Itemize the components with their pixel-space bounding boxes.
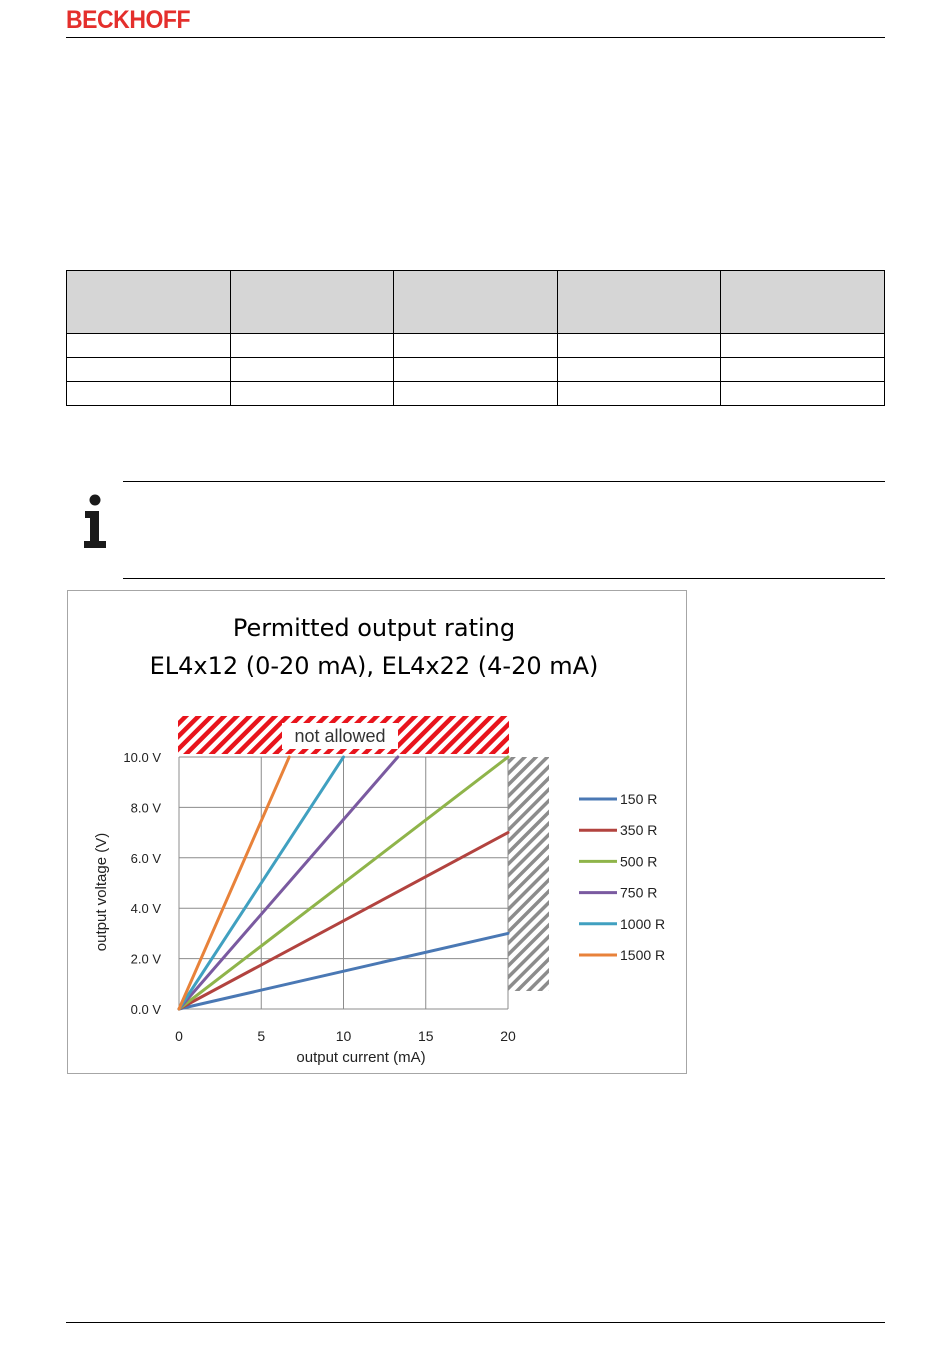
x-tick-label: 15 [418, 1028, 434, 1044]
not-allowed-label-bg [282, 723, 398, 749]
table-cell [393, 381, 558, 406]
y-tick-label: 10.0 V [123, 750, 161, 765]
y-tick-label: 4.0 V [131, 901, 162, 916]
table-cell [720, 333, 885, 358]
table-cell [556, 381, 722, 406]
chart: Permitted output rating EL4x12 (0-20 mA)… [67, 590, 687, 1074]
table-cell [720, 357, 885, 382]
series-line [177, 755, 400, 1011]
not-allowed-zone-right [508, 757, 549, 991]
chart-title-line-1: Permitted output rating [233, 614, 515, 642]
series-line [177, 755, 510, 1011]
table-row [66, 381, 885, 406]
table-cell [393, 333, 558, 358]
chart-legend: 150 R 350 R 500 R 750 R 1000 R 1500 R [579, 791, 665, 963]
series-line [177, 831, 510, 1011]
table-cell [66, 333, 231, 358]
table-cell [556, 357, 722, 382]
note-top-rule [123, 481, 885, 482]
not-allowed-label: not allowed [294, 726, 385, 746]
x-tick-label: 5 [257, 1028, 265, 1044]
legend-entry: 1000 R [620, 916, 665, 932]
gridlines [178, 756, 509, 1010]
x-axis-label: output current (mA) [296, 1049, 425, 1066]
legend-entry: 500 R [620, 853, 657, 869]
chart-title-line-2: EL4x12 (0-20 mA), EL4x22 (4-20 mA) [150, 652, 599, 680]
x-tick-label: 0 [175, 1028, 183, 1044]
table-header-cell [66, 270, 231, 334]
chart-frame [67, 590, 687, 1074]
table-cell [229, 333, 395, 358]
note-bottom-rule [123, 578, 885, 579]
beckhoff-logo: BECKHOFF [66, 6, 191, 34]
y-tick-label: 0.0 V [131, 1002, 162, 1017]
table-cell [229, 357, 395, 382]
tick-labels: 0 5 10 15 20 0.0 V 2.0 V 4.0 V 6.0 V 8.0 V 10.0 V [123, 750, 516, 1044]
table-header-cell [556, 270, 722, 334]
series-line [177, 755, 345, 1011]
table-header-row [66, 270, 885, 334]
table-header-cell [393, 270, 558, 334]
table-cell [66, 381, 231, 406]
table-cell [66, 357, 231, 382]
table-cell [556, 333, 722, 358]
spec-table [66, 270, 885, 406]
table-header-cell [720, 270, 885, 334]
y-tick-label: 8.0 V [131, 800, 162, 815]
legend-entry: 350 R [620, 822, 657, 838]
table-row [66, 333, 885, 358]
x-tick-label: 10 [336, 1028, 352, 1044]
header-rule [66, 37, 885, 38]
table-row [66, 357, 885, 382]
legend-entry: 750 R [620, 885, 657, 901]
series-line [177, 755, 291, 1011]
table-cell [393, 357, 558, 382]
y-tick-label: 2.0 V [131, 952, 162, 967]
x-tick-label: 20 [500, 1028, 516, 1044]
series-line [177, 931, 510, 1011]
legend-entry: 1500 R [620, 947, 665, 963]
footer-rule [66, 1322, 885, 1323]
info-icon [84, 494, 106, 548]
output-rating-figure: Permitted output rating EL4x12 (0-20 mA)… [67, 590, 687, 1074]
legend-entry: 150 R [620, 791, 657, 807]
table-header-cell [229, 270, 395, 334]
y-axis-label: output voltage (V) [93, 833, 110, 951]
series-lines [177, 755, 510, 1011]
table-cell [229, 381, 395, 406]
table-cell [720, 381, 885, 406]
y-tick-label: 6.0 V [131, 851, 162, 866]
